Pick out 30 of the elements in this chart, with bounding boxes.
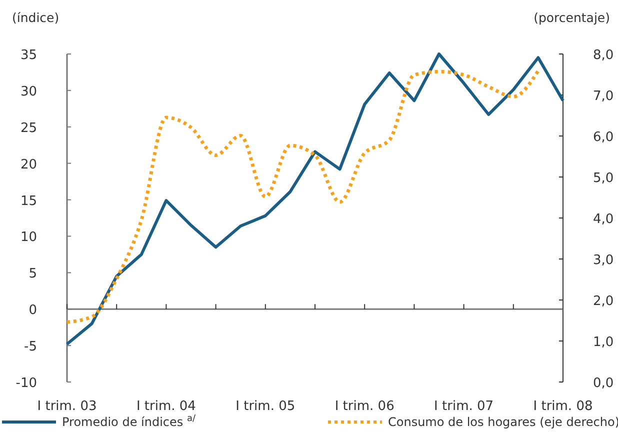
y2-tick-label: 1,0 — [593, 335, 614, 350]
y-tick-label: 0 — [28, 303, 37, 318]
y-tick-label: 35 — [20, 48, 37, 63]
y2-tick-label: 0,0 — [593, 376, 614, 391]
line-series — [65, 69, 540, 324]
y2-tick-label: 6,0 — [593, 130, 614, 145]
x-tick-label: I trim. 06 — [334, 399, 394, 414]
x-tick-label: I trim. 08 — [533, 399, 593, 414]
x-tick-label: I trim. 07 — [434, 399, 494, 414]
y2-tick-label: 8,0 — [593, 48, 614, 63]
y-tick-label: 20 — [20, 157, 37, 172]
y-tick-label: 30 — [20, 84, 37, 100]
x-tick-label: I trim. 03 — [37, 399, 97, 414]
y-tick-label: 5 — [28, 266, 37, 282]
x-tick-label: I trim. 04 — [136, 399, 196, 414]
y-tick-label: -5 — [24, 340, 37, 355]
y2-axis-title: (porcentaje) — [534, 10, 610, 25]
x-tick-label: I trim. 05 — [236, 399, 296, 414]
y-axis-title: (índice) — [12, 10, 60, 25]
line-series — [66, 52, 564, 346]
y2-tick-label: 7,0 — [593, 89, 614, 104]
y-tick-label: 15 — [20, 194, 37, 209]
y2-tick-label: 5,0 — [593, 171, 614, 186]
y-tick-label: -10 — [16, 376, 37, 391]
y2-tick-label: 3,0 — [593, 253, 614, 268]
y2-tick-label: 2,0 — [593, 294, 614, 309]
y-tick-label: 25 — [20, 120, 37, 136]
legend-label: Promedio de índices $^{a/}$ — [62, 414, 196, 429]
y2-tick-label: 4,0 — [593, 212, 614, 227]
y-tick-label: 10 — [20, 230, 37, 246]
